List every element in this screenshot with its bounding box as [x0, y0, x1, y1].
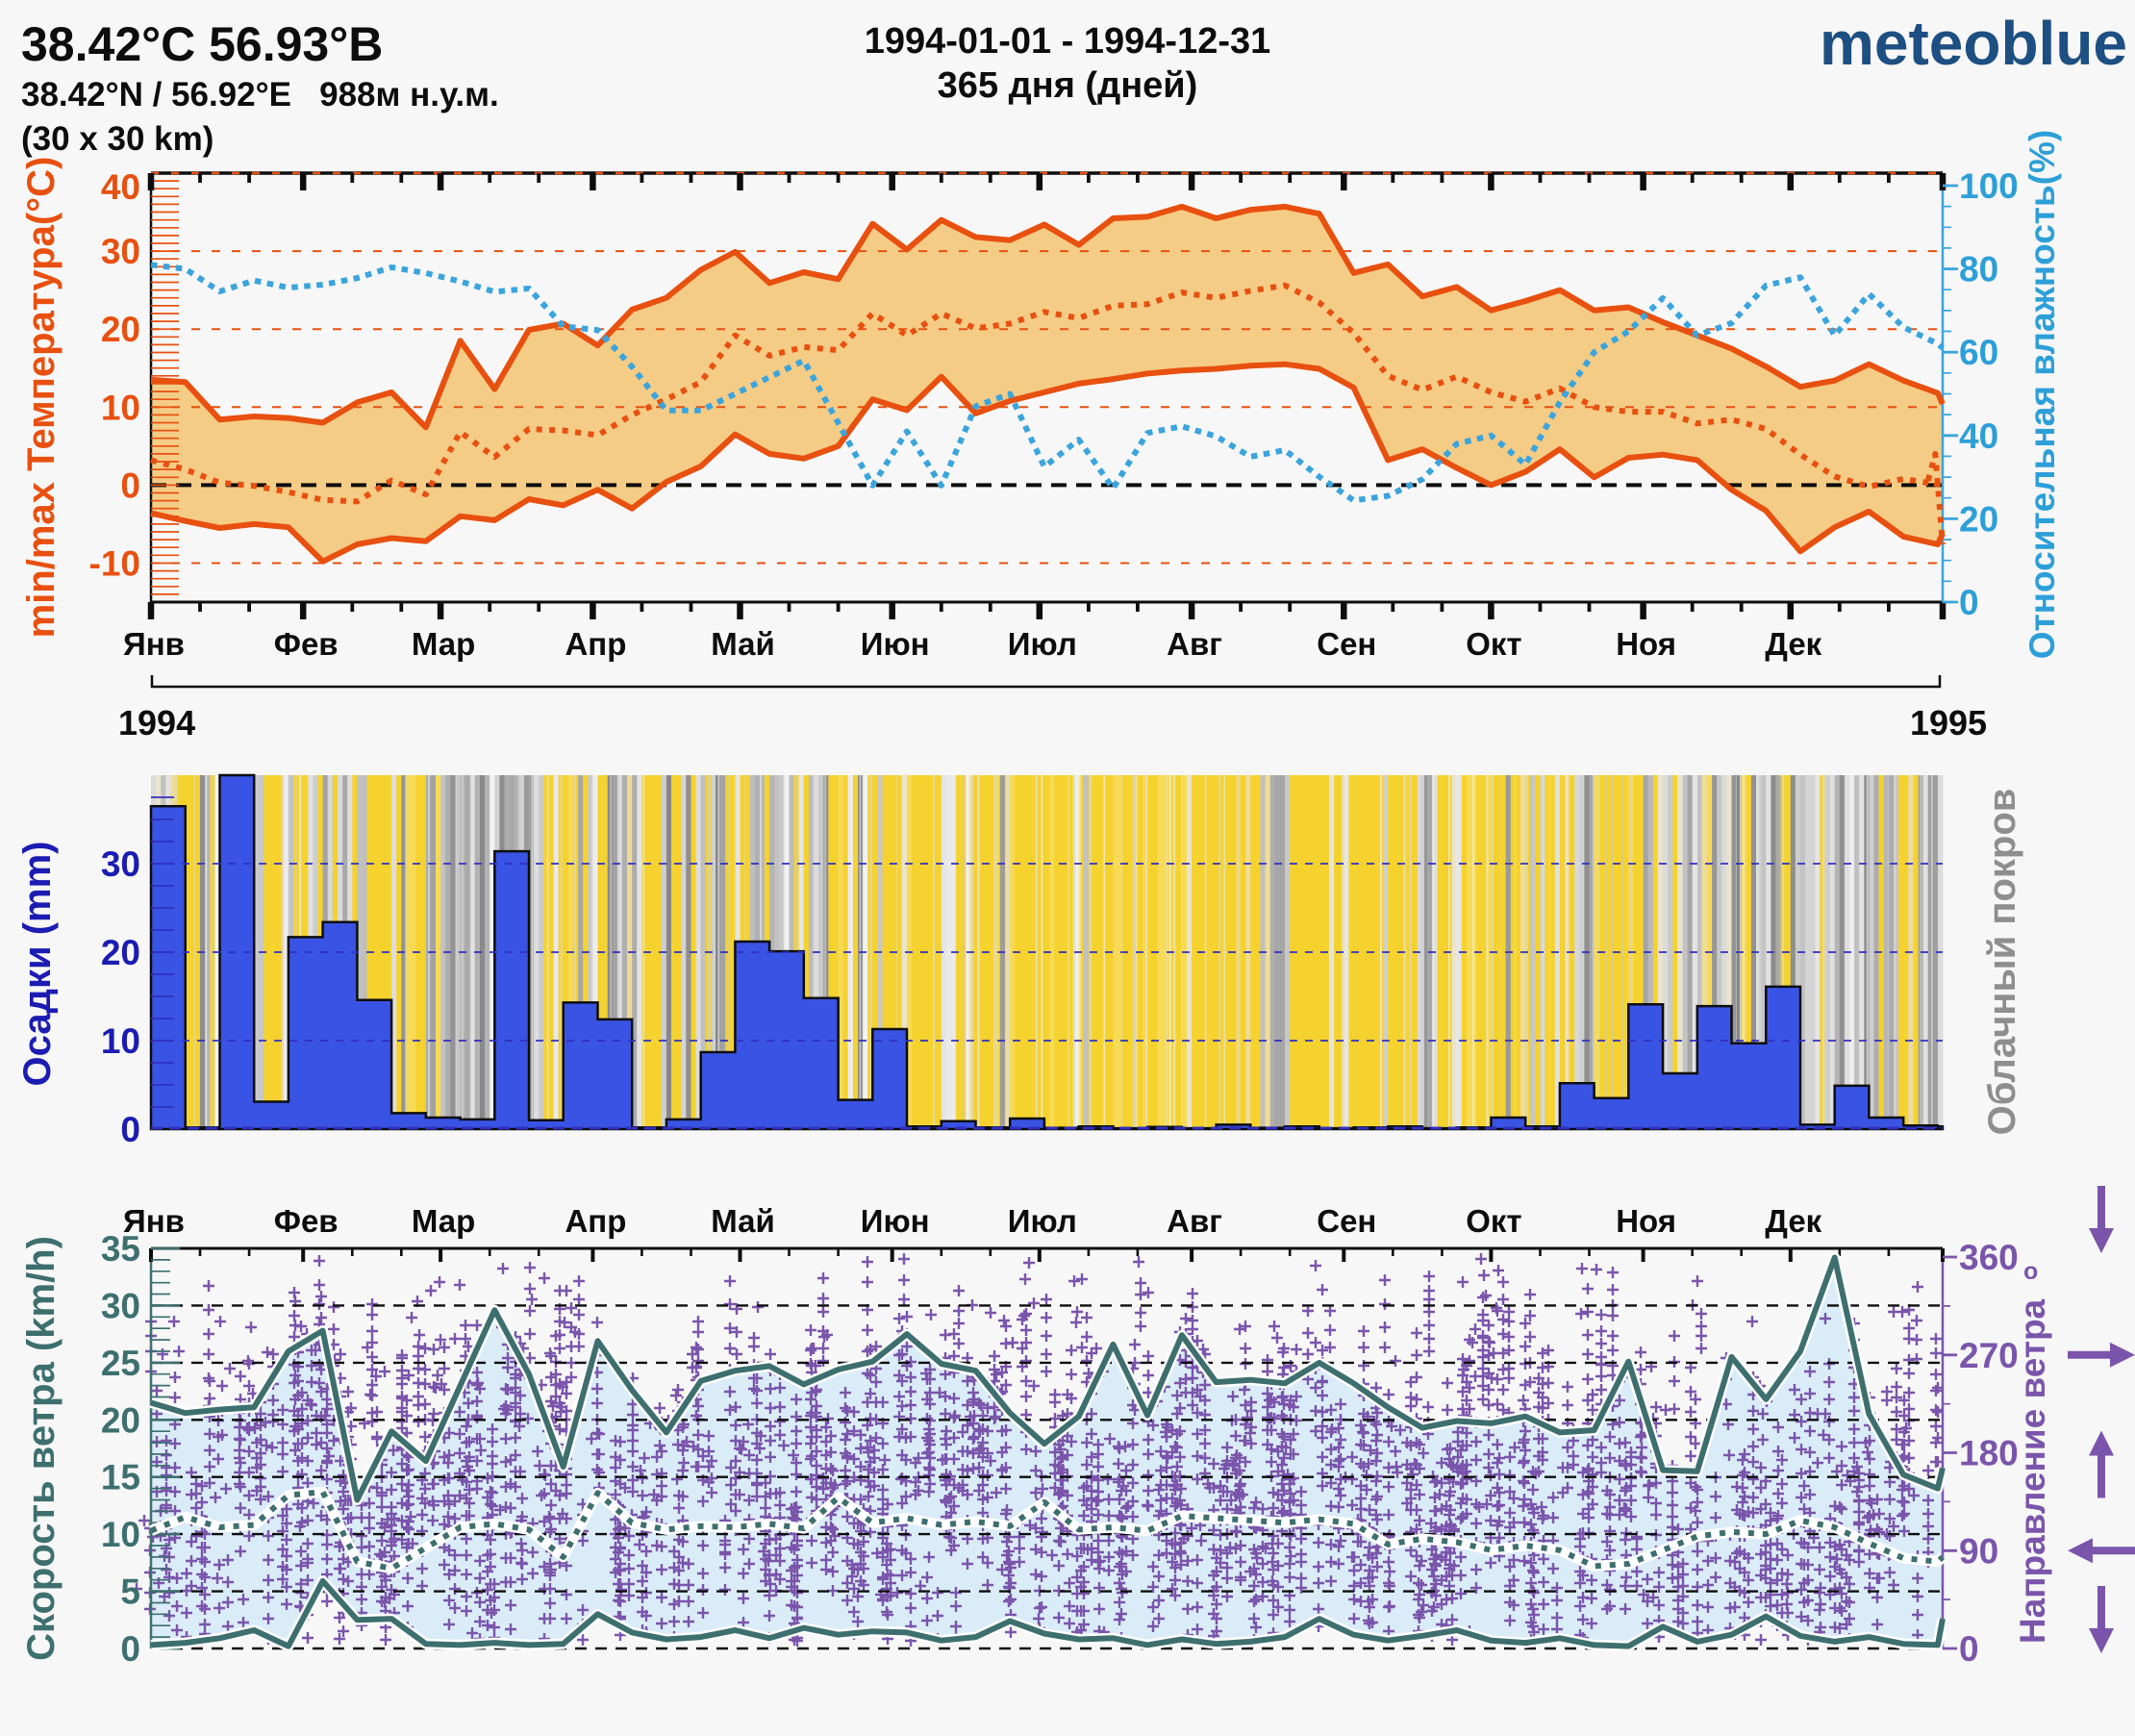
svg-text:5: 5 — [120, 1572, 140, 1612]
svg-text:Май: Май — [711, 626, 775, 662]
svg-text:Авг: Авг — [1167, 626, 1222, 662]
svg-text:-10: -10 — [89, 544, 140, 584]
svg-text:365 дня (дней): 365 дня (дней) — [938, 65, 1198, 106]
svg-text:Направление ветра: Направление ветра — [2013, 1298, 2052, 1644]
svg-text:20: 20 — [101, 310, 140, 349]
svg-text:180: 180 — [1959, 1434, 2019, 1473]
svg-text:20: 20 — [101, 1400, 140, 1440]
svg-text:38.42°C 56.93°В: 38.42°C 56.93°В — [21, 17, 383, 71]
svg-text:Скорость ветра (km/h): Скорость ветра (km/h) — [20, 1236, 63, 1661]
svg-text:15: 15 — [101, 1458, 140, 1497]
svg-text:Дек: Дек — [1765, 1203, 1821, 1239]
svg-text:38.42°N / 56.92°E 988м н.у.м: 38.42°N / 56.92°E 988м н.у.м. — [21, 76, 499, 113]
svg-text:Фев: Фев — [274, 626, 339, 662]
svg-text:35: 35 — [101, 1229, 140, 1269]
svg-text:Май: Май — [711, 1203, 775, 1239]
svg-text:40: 40 — [1959, 416, 1998, 456]
svg-text:25: 25 — [101, 1344, 140, 1383]
svg-text:30: 30 — [101, 844, 140, 884]
svg-text:1994: 1994 — [118, 703, 195, 742]
svg-text:360: 360 — [1959, 1238, 2019, 1277]
svg-text:Мар: Мар — [412, 626, 475, 662]
svg-text:Янв: Янв — [123, 1203, 185, 1239]
svg-text:Сен: Сен — [1317, 1203, 1376, 1239]
svg-text:30: 30 — [101, 232, 140, 271]
svg-text:Июн: Июн — [861, 1203, 930, 1239]
svg-text:20: 20 — [1959, 499, 1998, 539]
svg-text:100: 100 — [1959, 166, 2019, 206]
svg-text:Авг: Авг — [1167, 1203, 1222, 1239]
svg-text:10: 10 — [101, 388, 140, 427]
svg-text:Мар: Мар — [412, 1203, 475, 1239]
svg-text:Июл: Июл — [1008, 1203, 1077, 1239]
svg-text:80: 80 — [1959, 250, 1998, 289]
svg-text:Облачный покров: Облачный покров — [1981, 789, 2023, 1136]
svg-text:Апр: Апр — [565, 1203, 626, 1239]
svg-text:Окт: Окт — [1466, 626, 1521, 662]
svg-text:Ноя: Ноя — [1616, 1203, 1676, 1239]
svg-text:Относительная влажность(%): Относительная влажность(%) — [2022, 130, 2062, 659]
svg-text:Дек: Дек — [1765, 626, 1821, 662]
svg-text:Сен: Сен — [1317, 626, 1376, 662]
svg-text:Янв: Янв — [123, 626, 185, 662]
svg-text:0: 0 — [120, 1629, 140, 1669]
svg-text:0: 0 — [120, 465, 140, 505]
svg-text:o: o — [2023, 1258, 2038, 1285]
svg-text:Апр: Апр — [565, 626, 626, 662]
svg-text:Ноя: Ноя — [1616, 626, 1676, 662]
svg-text:90: 90 — [1959, 1531, 1998, 1571]
svg-text:0: 0 — [1959, 583, 1979, 622]
svg-text:0: 0 — [120, 1110, 140, 1149]
svg-text:meteoblue: meteoblue — [1820, 9, 2127, 78]
svg-text:Фев: Фев — [274, 1203, 339, 1239]
svg-text:270: 270 — [1959, 1336, 2019, 1375]
svg-text:60: 60 — [1959, 333, 1998, 372]
svg-text:Осадки (mm): Осадки (mm) — [16, 842, 59, 1087]
svg-text:1994-01-01 - 1994-12-31: 1994-01-01 - 1994-12-31 — [865, 21, 1271, 62]
svg-text:20: 20 — [101, 933, 140, 972]
svg-text:0: 0 — [1959, 1629, 1979, 1669]
svg-text:40: 40 — [101, 167, 140, 207]
svg-text:min/max Температура(°C): min/max Температура(°C) — [20, 157, 63, 639]
svg-text:10: 10 — [101, 1021, 140, 1061]
svg-text:Июн: Июн — [861, 626, 930, 662]
svg-text:Июл: Июл — [1008, 626, 1077, 662]
svg-text:Окт: Окт — [1466, 1203, 1521, 1239]
svg-text:30: 30 — [101, 1286, 140, 1325]
svg-text:(30 x 30 km): (30 x 30 km) — [21, 120, 214, 158]
svg-text:10: 10 — [101, 1515, 140, 1554]
svg-text:1995: 1995 — [1910, 703, 1987, 742]
